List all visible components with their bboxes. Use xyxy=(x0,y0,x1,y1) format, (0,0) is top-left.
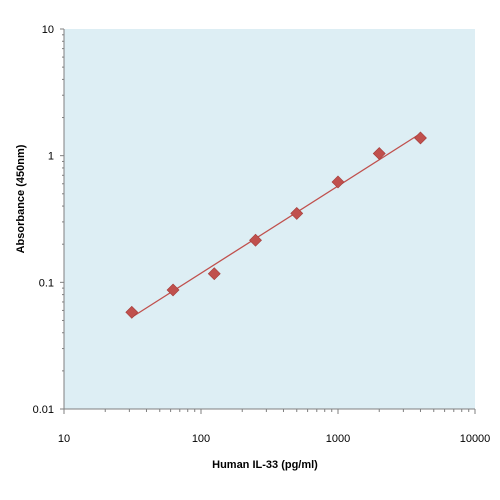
y-ticks: 0.01 0.1 1 10 xyxy=(33,24,64,416)
y-tick-label: 1 xyxy=(48,151,54,163)
data-points xyxy=(125,131,427,319)
data-point xyxy=(166,283,180,297)
y-tick-label: 0.01 xyxy=(33,404,54,416)
y-tick-label: 10 xyxy=(42,24,54,36)
y-axis-title: Absorbance (450nm) xyxy=(15,144,27,253)
plot-area xyxy=(64,29,475,409)
x-ticks: 10 100 1000 10000 xyxy=(58,409,490,445)
data-point xyxy=(372,147,386,160)
data-point xyxy=(249,233,262,247)
fit-line-group xyxy=(131,132,421,318)
data-point xyxy=(414,131,427,145)
y-tick-label: 0.1 xyxy=(39,277,54,289)
axes xyxy=(63,29,475,410)
fit-line xyxy=(131,132,421,318)
x-tick-label: 10 xyxy=(58,433,70,445)
x-axis-title: Human IL-33 (pg/ml) xyxy=(212,459,318,471)
data-point xyxy=(207,267,221,281)
data-point xyxy=(331,175,345,189)
data-point xyxy=(125,305,139,319)
data-point xyxy=(290,206,304,220)
x-tick-label: 1000 xyxy=(326,433,350,445)
x-tick-label: 100 xyxy=(192,433,210,445)
x-tick-label: 10000 xyxy=(460,433,491,445)
